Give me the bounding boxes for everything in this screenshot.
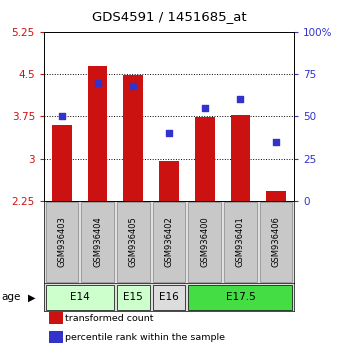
- Bar: [231, 115, 250, 201]
- Text: GSM936404: GSM936404: [93, 217, 102, 267]
- Text: age: age: [1, 292, 20, 302]
- Bar: [49, 312, 63, 324]
- Bar: [52, 125, 72, 201]
- Point: [166, 130, 172, 136]
- Bar: [266, 191, 286, 201]
- Text: GSM936402: GSM936402: [165, 217, 173, 267]
- Bar: [224, 202, 257, 282]
- Text: GSM936406: GSM936406: [272, 217, 281, 268]
- Bar: [153, 285, 185, 310]
- Bar: [81, 202, 114, 282]
- Bar: [117, 285, 149, 310]
- Bar: [123, 75, 143, 201]
- Point: [130, 83, 136, 89]
- Text: GDS4591 / 1451685_at: GDS4591 / 1451685_at: [92, 10, 246, 23]
- Text: GSM936401: GSM936401: [236, 217, 245, 267]
- Bar: [88, 65, 107, 201]
- Bar: [46, 285, 114, 310]
- Text: percentile rank within the sample: percentile rank within the sample: [65, 333, 225, 342]
- Bar: [159, 161, 179, 201]
- Text: ▶: ▶: [28, 292, 36, 302]
- Text: E14: E14: [70, 292, 90, 302]
- Text: GSM936405: GSM936405: [129, 217, 138, 267]
- Bar: [46, 202, 78, 282]
- Point: [238, 97, 243, 102]
- Point: [95, 80, 100, 85]
- Text: E16: E16: [159, 292, 179, 302]
- Bar: [153, 202, 185, 282]
- Point: [202, 105, 208, 111]
- Text: transformed count: transformed count: [65, 314, 154, 323]
- Point: [273, 139, 279, 144]
- Bar: [195, 118, 215, 201]
- Text: GSM936403: GSM936403: [57, 217, 66, 268]
- Bar: [189, 285, 292, 310]
- Bar: [117, 202, 149, 282]
- Bar: [260, 202, 292, 282]
- Bar: [189, 202, 221, 282]
- Bar: [49, 331, 63, 343]
- Text: GSM936400: GSM936400: [200, 217, 209, 267]
- Text: E17.5: E17.5: [225, 292, 255, 302]
- Point: [59, 114, 65, 119]
- Text: E15: E15: [123, 292, 143, 302]
